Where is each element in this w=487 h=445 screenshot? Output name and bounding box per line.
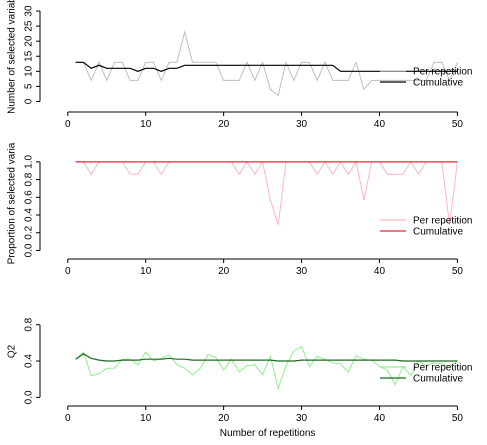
y-tick-label: 0.4 (24, 208, 35, 222)
per-repetition-line (75, 30, 458, 97)
y-axis-title: Number of selected variab (7, 0, 18, 114)
legend-label: Cumulative (413, 78, 463, 89)
x-tick-label: 0 (65, 266, 71, 277)
y-tick-label: 0 (24, 98, 35, 104)
x-tick-label: 30 (296, 119, 308, 130)
y-tick-label: 5 (24, 83, 35, 89)
y-tick-label: 10 (24, 65, 35, 77)
y-tick-label: 1.0 (24, 154, 35, 168)
legend-label: Cumulative (413, 374, 463, 385)
per-repetition-line (75, 160, 458, 225)
x-tick-label: 40 (374, 266, 386, 277)
x-tick-label: 10 (140, 119, 152, 130)
y-tick-label: 25 (24, 20, 35, 32)
y-axis-title: Proportion of selected varia (7, 142, 18, 264)
x-tick-label: 10 (140, 266, 152, 277)
x-tick-label: 0 (65, 413, 71, 424)
y-tick-label: 0.4 (24, 354, 35, 368)
x-tick-label: 20 (218, 119, 230, 130)
x-tick-label: 50 (452, 266, 464, 277)
x-tick-label: 20 (218, 413, 230, 424)
y-tick-label: 0.0 (24, 390, 35, 404)
y-tick-label: 20 (24, 35, 35, 47)
y-tick-label: 0.6 (24, 190, 35, 204)
legend-label: Cumulative (413, 227, 463, 238)
x-tick-label: 50 (452, 413, 464, 424)
y-tick-label: 0.8 (24, 317, 35, 331)
per-repetition-line (75, 345, 458, 391)
x-axis-title: Number of repetitions (220, 428, 316, 439)
legend-label: Per repetition (413, 216, 472, 227)
x-tick-label: 30 (296, 413, 308, 424)
y-tick-label: 0.2 (24, 225, 35, 239)
cumulative-line (75, 353, 458, 362)
x-tick-label: 30 (296, 266, 308, 277)
x-tick-label: 40 (374, 119, 386, 130)
y-tick-label: 0.8 (24, 172, 35, 186)
x-tick-label: 50 (452, 119, 464, 130)
x-tick-label: 20 (218, 266, 230, 277)
x-tick-label: 40 (374, 413, 386, 424)
x-tick-label: 0 (65, 119, 71, 130)
y-tick-label: 30 (24, 5, 35, 17)
y-axis-title: Q2 (7, 344, 18, 358)
legend-label: Per repetition (413, 363, 472, 374)
x-tick-label: 10 (140, 413, 152, 424)
y-tick-label: 15 (24, 50, 35, 62)
legend-label: Per repetition (413, 67, 472, 78)
y-tick-label: 0.0 (24, 243, 35, 257)
